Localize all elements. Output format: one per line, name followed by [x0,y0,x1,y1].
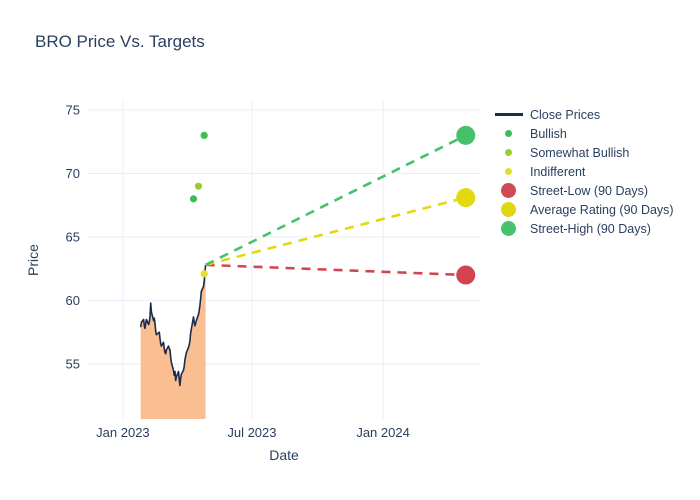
legend-item-indifferent[interactable]: Indifferent [487,162,674,181]
rating-dot[interactable] [194,182,203,190]
y-tick-label: 65 [66,229,80,244]
y-axis-title: Price [25,244,41,276]
legend-marker-box [487,221,530,236]
y-tick-label: 75 [66,103,80,118]
rating-dot[interactable] [200,270,208,278]
rating-dot[interactable] [189,195,198,203]
legend-line-swatch-icon [494,113,523,116]
y-tick-label: 70 [66,166,80,181]
legend-marker-box [487,202,530,217]
legend-dot-icon [501,183,516,198]
legend-item-average-rating-90-days[interactable]: Average Rating (90 Days) [487,200,674,219]
legend-marker-box [487,149,530,156]
legend: Close Prices Bullish Somewhat Bullish Indif… [487,105,674,238]
projection-line [205,263,466,277]
y-tick-label: 55 [66,356,80,371]
close-price-area [140,264,206,419]
legend-dot-icon [505,130,512,137]
chart-title: BRO Price Vs. Targets [35,32,205,51]
legend-item-label: Street-Low (90 Days) [530,183,649,198]
projection-line [205,134,467,267]
x-tick-label: Jul 2023 [227,425,276,440]
legend-item-street-high-90-days[interactable]: Street-High (90 Days) [487,219,674,238]
legend-item-bullish[interactable]: Bullish [487,124,674,143]
close-price-line[interactable] [139,264,207,387]
legend-item-label: Close Prices [530,107,601,122]
legend-item-label: Somewhat Bullish [530,145,630,160]
legend-item-close-prices[interactable]: Close Prices [487,105,674,124]
legend-marker-box [487,183,530,198]
projection-target-marker[interactable] [456,125,476,145]
legend-dot-icon [505,168,512,175]
legend-marker-box [487,113,530,116]
legend-item-label: Indifferent [530,164,586,179]
x-axis-title: Date [269,447,299,463]
legend-item-somewhat-bullish[interactable]: Somewhat Bullish [487,143,674,162]
legend-item-label: Bullish [530,126,567,141]
legend-dot-icon [505,149,512,156]
legend-marker-box [487,130,530,137]
rating-dot[interactable] [200,131,208,140]
x-tick-label: Jan 2023 [96,425,150,440]
legend-item-label: Street-High (90 Days) [530,221,651,236]
x-tick-label: Jan 2024 [356,425,410,440]
legend-marker-box [487,168,530,175]
y-tick-label: 60 [66,293,80,308]
projection-line [205,196,467,267]
legend-item-label: Average Rating (90 Days) [530,202,674,217]
legend-item-street-low-90-days[interactable]: Street-Low (90 Days) [487,181,674,200]
projection-target-marker[interactable] [456,265,476,285]
legend-dot-icon [501,202,516,217]
legend-dot-icon [501,221,516,236]
projection-target-marker[interactable] [456,188,476,208]
